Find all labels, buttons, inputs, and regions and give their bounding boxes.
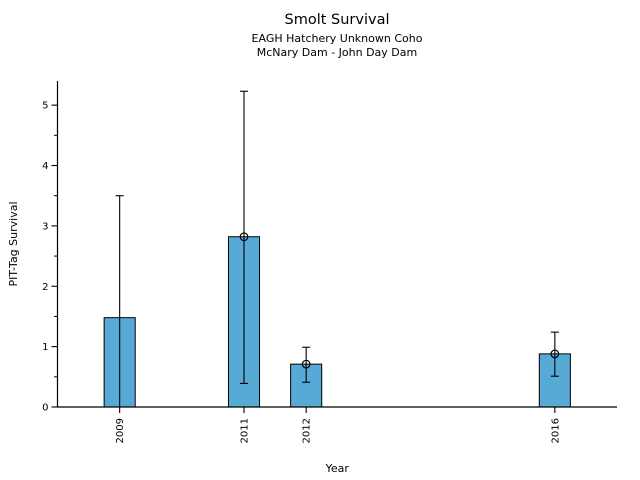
x-tick-label-2009: 2009 xyxy=(115,418,126,443)
y-tick-label-5: 5 xyxy=(42,101,48,112)
chart-subtitle-line1: EAGH Hatchery Unknown Coho xyxy=(251,32,423,45)
y-tick-label-4: 4 xyxy=(42,161,48,172)
y-tick-label-2: 2 xyxy=(42,282,48,293)
x-tick-label-2016: 2016 xyxy=(550,418,561,443)
y-axis-label: PIT-Tag Survival xyxy=(7,201,20,286)
x-tick-label-2012: 2012 xyxy=(302,418,313,443)
point-marker-2012 xyxy=(301,359,311,369)
x-tick-label-2011: 2011 xyxy=(240,418,251,443)
chart-subtitle-line2: McNary Dam - John Day Dam xyxy=(256,46,418,59)
y-tick-label-1: 1 xyxy=(42,342,48,353)
point-marker-2016 xyxy=(550,349,560,359)
y-tick-label-0: 0 xyxy=(42,403,48,414)
chart-title: Smolt Survival xyxy=(284,12,390,28)
point-marker-2011 xyxy=(239,232,249,242)
x-axis-label: Year xyxy=(325,462,350,475)
y-tick-label-3: 3 xyxy=(42,221,48,232)
